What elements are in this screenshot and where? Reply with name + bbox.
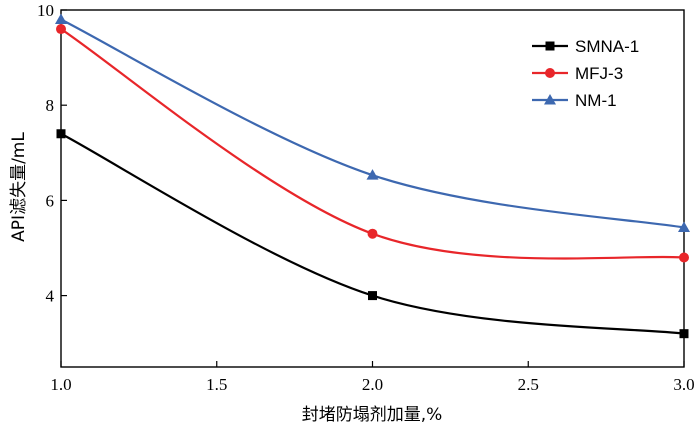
y-tick-label: 6 [46,191,55,210]
x-tick-label: 2.5 [518,375,539,394]
data-point [366,169,379,180]
y-axis-title: API滤失量/mL [9,132,29,242]
data-point [679,329,689,339]
data-point [368,291,377,301]
legend-marker [545,68,555,78]
y-tick-label: 4 [46,287,55,306]
y-tick-label: 8 [46,96,55,115]
series-nm-1 [55,13,690,233]
x-tick-label: 3.0 [673,375,694,394]
series-mfj-3 [56,24,689,263]
legend-marker [544,94,556,105]
legend-label: NM-1 [575,91,617,110]
y-axis-ticks: 4 6 8 10 [37,1,67,306]
x-axis-title: 封堵防塌剂加量,% [302,405,443,425]
x-tick-label: 2.0 [362,375,383,394]
legend-marker [545,41,555,51]
legend-item: NM-1 [532,91,617,110]
legend-label: MFJ-3 [575,64,623,83]
x-axis-ticks: 1.0 1.5 2.0 2.5 3.0 [50,361,695,394]
data-point [56,24,66,35]
data-point [678,221,690,233]
x-tick-label: 1.5 [206,375,227,394]
legend-item: MFJ-3 [532,64,623,83]
y-tick-label: 10 [37,1,54,20]
data-point [367,228,378,239]
data-point [56,129,66,139]
legend-item: SMNA-1 [532,37,639,56]
data-point [55,13,67,25]
data-point [679,252,689,263]
legend-label: SMNA-1 [575,37,639,56]
legend: SMNA-1 MFJ-3 NM-1 [532,37,639,110]
x-tick-label: 1.0 [50,375,71,394]
series-smna-1 [56,129,689,339]
series-layer [55,13,690,339]
